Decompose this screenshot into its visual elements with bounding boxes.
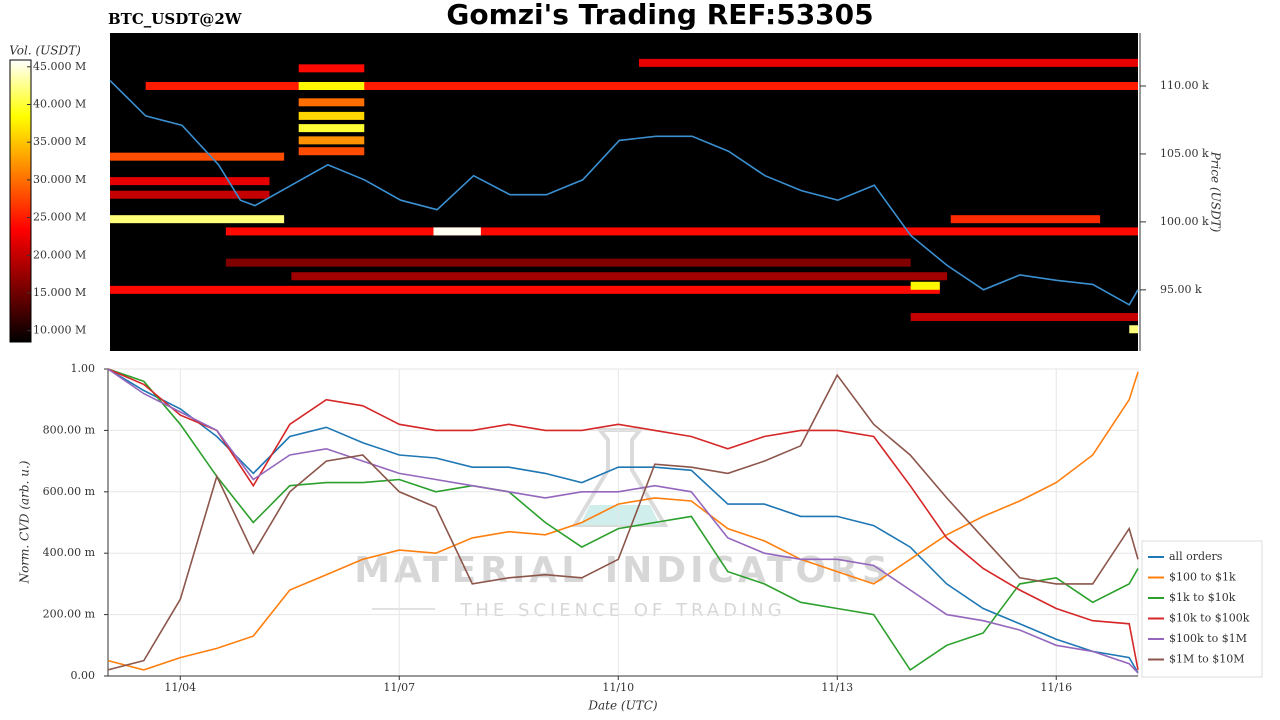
title: Gomzi's Trading REF:53305 bbox=[446, 0, 873, 31]
colorbar-tick-label: 15.000 M bbox=[33, 286, 86, 299]
price-axis-label: Price (USDT) bbox=[1209, 151, 1223, 233]
series-line bbox=[107, 368, 1139, 671]
watermark-icon bbox=[372, 428, 669, 610]
y-tick-label: 1.00 bbox=[71, 362, 96, 375]
heatmap-cell bbox=[298, 124, 365, 133]
colorbar-tick-label: 20.000 M bbox=[33, 248, 86, 261]
x-tick-label: 11/10 bbox=[602, 681, 634, 694]
legend-label: $100k to $1M bbox=[1169, 632, 1247, 645]
heatmap-cell bbox=[950, 215, 1101, 224]
series-line bbox=[107, 373, 1139, 671]
heatmap-cell bbox=[298, 136, 365, 145]
heatmap-cell bbox=[298, 98, 365, 107]
heatmap-cell bbox=[291, 272, 948, 281]
heatmap-cell bbox=[110, 152, 285, 161]
heatmap-cell bbox=[910, 313, 1138, 322]
legend-label: all orders bbox=[1169, 550, 1223, 563]
series-line bbox=[107, 368, 1139, 674]
x-tick-label: 11/04 bbox=[164, 681, 196, 694]
watermark: MATERIAL INDICATORS bbox=[354, 550, 892, 591]
price-tick-label: 100.00 k bbox=[1160, 215, 1209, 228]
series-line bbox=[107, 368, 1139, 672]
heatmap-cell bbox=[298, 82, 365, 90]
heatmap-cell bbox=[298, 64, 365, 73]
heatmap-cell bbox=[110, 190, 270, 199]
series-line bbox=[107, 368, 1139, 674]
x-tick-label: 11/13 bbox=[821, 681, 853, 694]
legend-label: $100 to $1k bbox=[1169, 571, 1236, 584]
heatmap-cell bbox=[910, 281, 940, 290]
symbol: BTC_USDT@2W bbox=[108, 10, 243, 28]
heatmap-cell bbox=[638, 58, 1138, 67]
price-tick-label: 105.00 k bbox=[1160, 147, 1209, 160]
price-tick-label: 95.00 k bbox=[1160, 283, 1202, 296]
y-tick-label: 600.00 m bbox=[43, 485, 96, 498]
y-tick-label: 200.00 m bbox=[43, 608, 96, 621]
legend-label: $1M to $10M bbox=[1169, 653, 1245, 666]
x-tick-label: 11/16 bbox=[1040, 681, 1072, 694]
legend: all orders $100 to $1k $1k to $10k $10k to … bbox=[1141, 540, 1263, 678]
price-line bbox=[109, 80, 1139, 306]
heatmap-cell bbox=[1129, 325, 1138, 334]
colorbar-tick-label: 40.000 M bbox=[33, 97, 86, 110]
heatmap-cell bbox=[298, 111, 365, 120]
colorbar-tick-label: 45.000 M bbox=[33, 60, 86, 73]
heatmap-cell bbox=[110, 285, 940, 294]
heatmap-cell bbox=[298, 147, 365, 156]
y-axis-label: Norm. CVD (arb. u.) bbox=[18, 460, 32, 584]
colorbar-tick-label: 35.000 M bbox=[33, 135, 86, 148]
colorbar-label: Vol. (USDT) bbox=[9, 44, 81, 58]
colorbar bbox=[9, 59, 32, 343]
heatmap-cell bbox=[225, 258, 911, 267]
heatmap-cell bbox=[110, 177, 270, 186]
x-tick-label: 11/07 bbox=[383, 681, 415, 694]
y-tick-label: 0.00 bbox=[71, 669, 96, 682]
legend-label: $1k to $10k bbox=[1169, 591, 1236, 604]
series-line bbox=[107, 371, 1139, 671]
y-tick-label: 800.00 m bbox=[43, 423, 96, 436]
colorbar-tick-label: 25.000 M bbox=[33, 211, 86, 224]
legend-label: $10k to $100k bbox=[1169, 612, 1250, 625]
heatmap-cells bbox=[110, 58, 1138, 334]
legend-box bbox=[1141, 540, 1263, 678]
price-tick-label: 110.00 k bbox=[1160, 79, 1209, 92]
y-tick-label: 400.00 m bbox=[43, 546, 96, 559]
colorbar-tick-label: 10.000 M bbox=[33, 324, 86, 337]
watermark-tagline: THE SCIENCE OF TRADING bbox=[459, 600, 785, 621]
x-axis-label: Date (UTC) bbox=[587, 699, 657, 713]
heatmap-cell bbox=[225, 227, 1138, 236]
plot-area bbox=[107, 368, 1139, 677]
heatmap-cell bbox=[110, 215, 285, 224]
heatmap-cell bbox=[145, 82, 1138, 90]
heatmap-cell bbox=[433, 227, 481, 236]
colorbar-tick-label: 30.000 M bbox=[33, 173, 86, 186]
